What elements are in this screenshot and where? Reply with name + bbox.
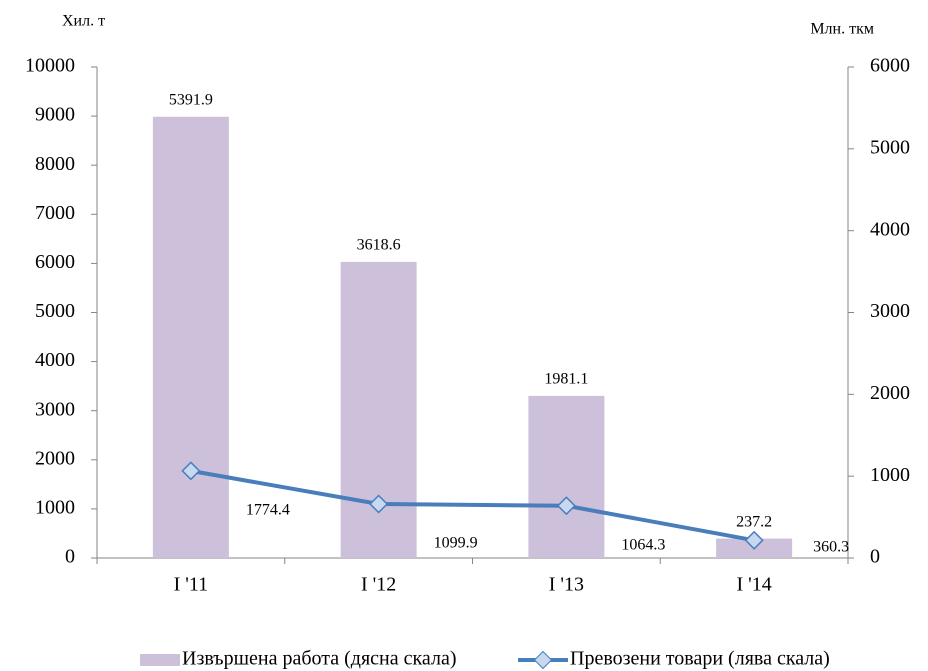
x-tick-label: I '14 [736, 574, 771, 596]
y-tick-label: 3000 [35, 398, 75, 420]
y-tick-label: 4000 [35, 349, 75, 371]
y2-tick-label: 4000 [870, 218, 910, 240]
legend-label: Превозени товари (лява скала) [570, 648, 830, 670]
y-tick-label: 8000 [35, 153, 75, 175]
bar [340, 261, 417, 558]
x-tick-label: I '11 [174, 574, 209, 596]
y2-tick-label: 6000 [870, 55, 910, 77]
y2-tick-label: 1000 [870, 464, 910, 486]
y-tick-label: 5000 [35, 300, 75, 322]
data-label: 237.2 [736, 513, 772, 530]
y-tick-label: 1000 [35, 496, 75, 518]
marker [369, 494, 389, 514]
marker [556, 496, 576, 516]
data-label: 360.3 [813, 539, 849, 556]
bar [152, 116, 229, 558]
y2-tick-label: 3000 [870, 300, 910, 322]
data-label: 1981.1 [544, 371, 588, 388]
data-label: 5391.9 [169, 91, 213, 108]
y-tick-label: 10000 [25, 55, 75, 77]
y2-tick-label: 2000 [870, 382, 910, 404]
y2-tick-label: 0 [870, 546, 880, 568]
y-tick-label: 2000 [35, 447, 75, 469]
y-axis-title: Хил. т [62, 13, 105, 30]
x-tick-label: I '12 [361, 574, 396, 596]
y-tick-label: 7000 [35, 202, 75, 224]
y2-axis-title: Млн. ткм [810, 21, 874, 38]
data-label: 1064.3 [621, 536, 665, 553]
y2-tick-label: 5000 [870, 136, 910, 158]
y-tick-label: 6000 [35, 251, 75, 273]
x-tick-label: I '13 [549, 574, 584, 596]
line [190, 468, 755, 543]
legend-marker [533, 650, 553, 670]
bar [528, 395, 605, 558]
legend-label: Извършена работа (дясна скала) [182, 648, 457, 670]
y-tick-label: 0 [65, 546, 75, 568]
data-label: 1099.9 [434, 535, 478, 552]
marker [744, 530, 764, 550]
data-label: 3618.6 [357, 237, 401, 254]
data-label: 1774.4 [246, 502, 290, 519]
y-tick-label: 9000 [35, 104, 75, 126]
marker [181, 461, 201, 481]
legend-swatch [140, 654, 180, 666]
